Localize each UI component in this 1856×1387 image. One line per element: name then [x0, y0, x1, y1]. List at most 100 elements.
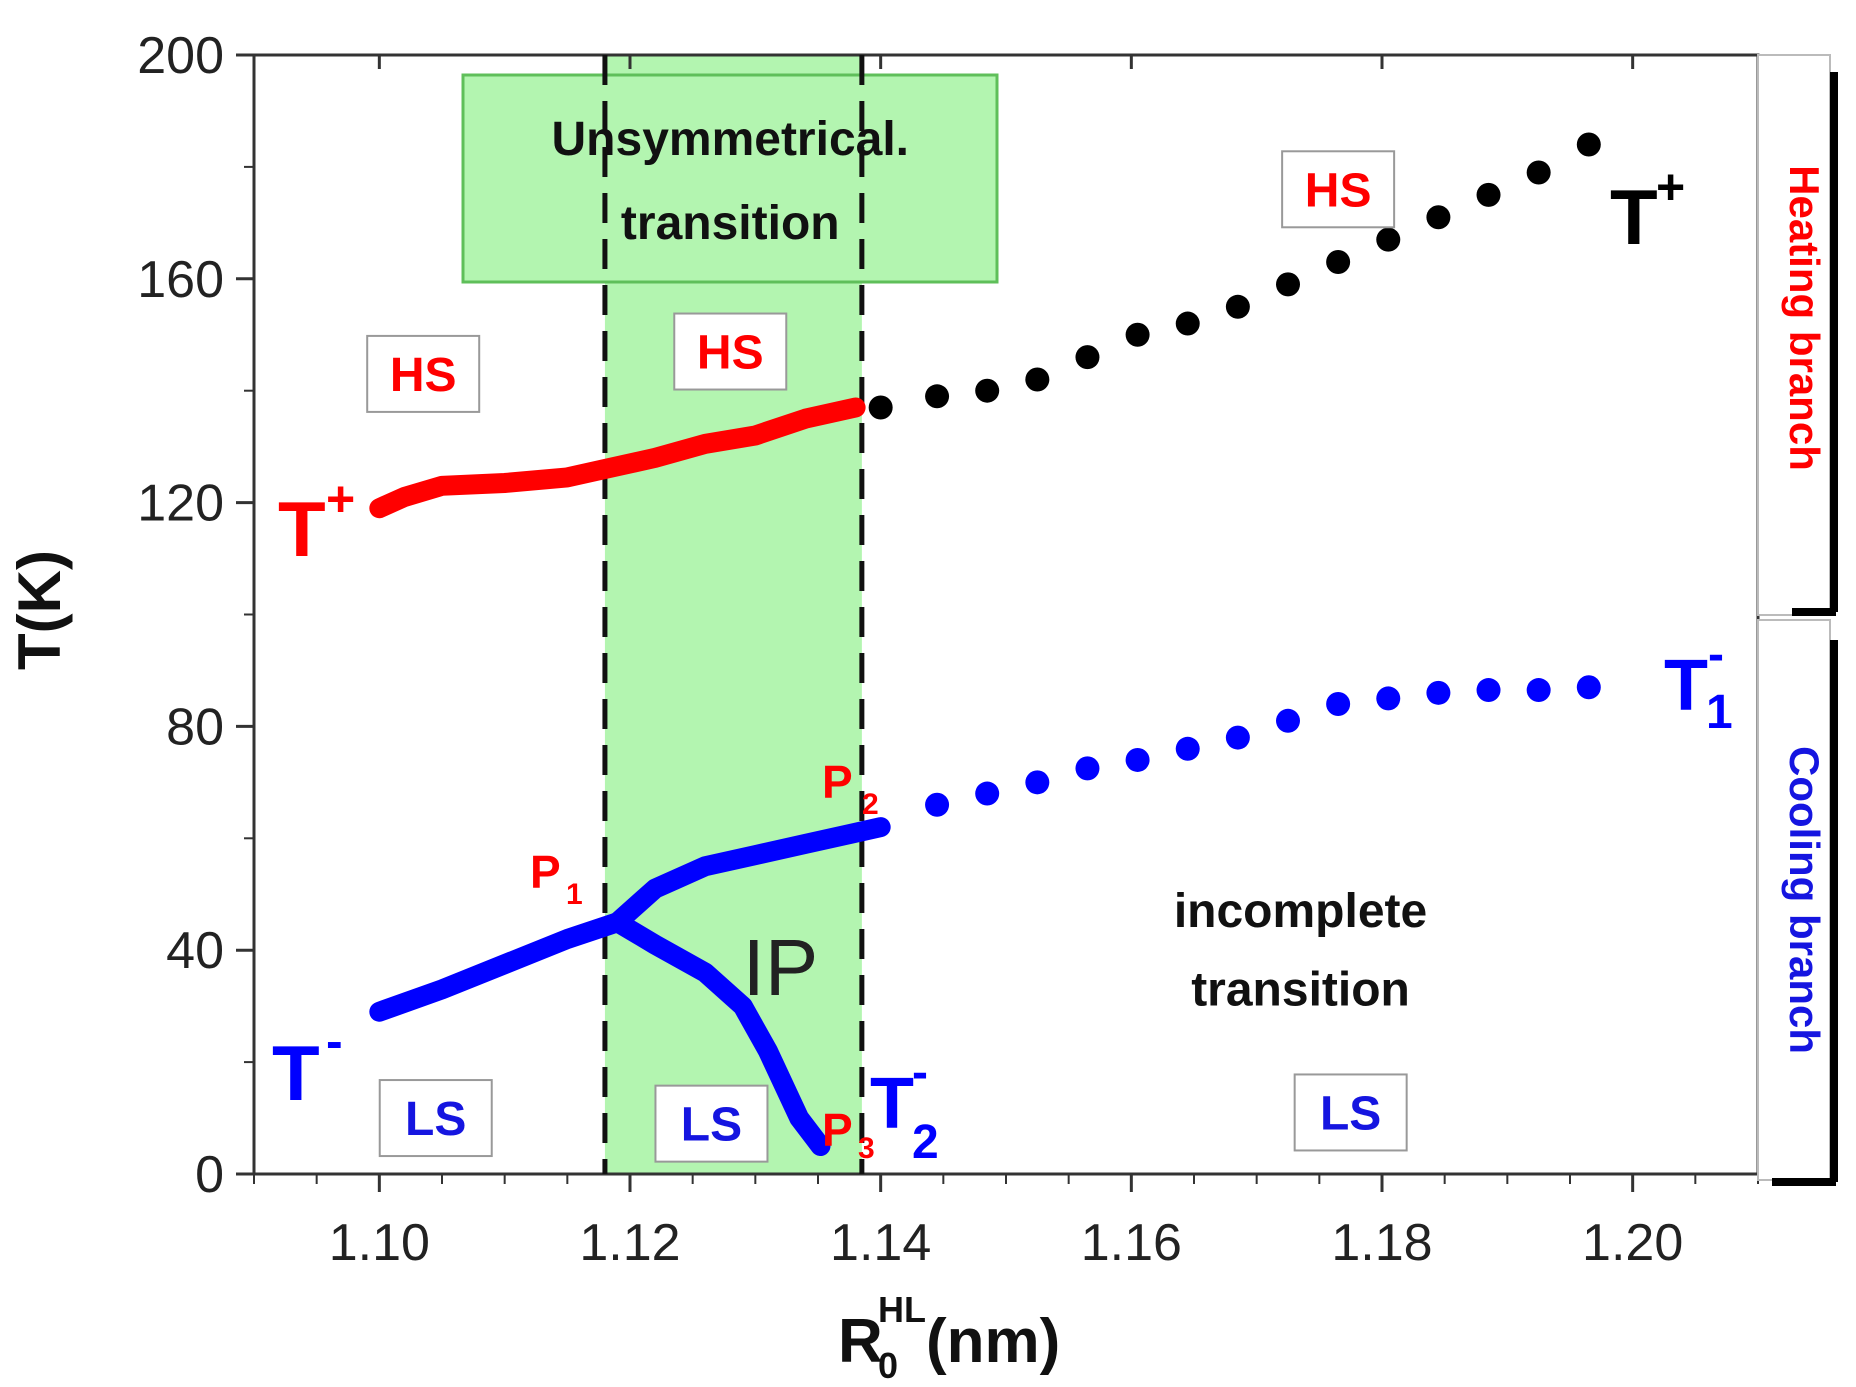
series-point-5	[975, 781, 1000, 806]
x-axis-title: R HL 0 (nm)	[838, 1289, 1060, 1386]
cooling-branch-marker: Cooling branch	[1757, 619, 1838, 1186]
y-tick-label: 0	[195, 1146, 224, 1204]
label-Tminus-left: T -	[272, 1013, 343, 1117]
label-Tplus-left: T +	[278, 471, 355, 573]
annotation-unsym2: transition	[621, 197, 840, 250]
x-tick-label: 1.18	[1331, 1214, 1432, 1272]
series-point-1	[1326, 250, 1351, 275]
series-point-1	[1125, 322, 1150, 347]
annotation-HS1: HS	[390, 349, 457, 402]
annotation-HS2: HS	[697, 327, 764, 380]
series-point-5	[1326, 692, 1351, 717]
svg-text:3: 3	[858, 1132, 875, 1165]
series-point-1	[868, 395, 893, 420]
y-tick-label: 120	[137, 475, 224, 533]
series-point-5	[925, 792, 950, 817]
series-point-5	[1526, 678, 1551, 703]
y-tick-label: 160	[137, 251, 224, 309]
svg-text:P: P	[530, 846, 561, 898]
svg-text:1: 1	[566, 878, 583, 911]
annotation-box-LS3	[1293, 1073, 1408, 1152]
y-tick-label: 40	[166, 922, 224, 980]
unsymmetrical-title-box	[461, 73, 999, 284]
label-P3: P 3	[822, 1104, 875, 1165]
series-point-1	[1376, 227, 1401, 252]
series-point-1	[1075, 345, 1100, 370]
annotation-IP: IP	[743, 923, 819, 1012]
annotation-incomplete1: incomplete	[1174, 885, 1427, 938]
x-tick-label: 1.10	[329, 1214, 430, 1272]
annotation-LS1: LS	[405, 1093, 466, 1146]
x-tick-label: 1.20	[1582, 1214, 1683, 1272]
svg-text:+: +	[1656, 159, 1685, 215]
x-tick-label: 1.14	[830, 1214, 931, 1272]
label-layer: HS HS HS LS LS LS IP incomplete transition Unsymm…	[366, 113, 1427, 1163]
svg-text:-: -	[912, 1046, 928, 1099]
svg-text:1: 1	[1706, 686, 1733, 739]
svg-text:T: T	[272, 1029, 320, 1117]
label-Tplus-right: T +	[1610, 159, 1685, 261]
x-tick-label: 1.12	[579, 1214, 680, 1272]
series-point-1	[1526, 160, 1551, 185]
svg-text:T: T	[870, 1064, 914, 1144]
series-point-5	[1175, 736, 1200, 761]
annotation-box-HS1	[366, 334, 481, 413]
annotation-incomplete2: transition	[1191, 963, 1410, 1016]
annotation-unsym1: Unsymmetrical.	[552, 113, 910, 166]
x-tick-label: 1.16	[1081, 1214, 1182, 1272]
annotation-LS3: LS	[1320, 1087, 1381, 1140]
svg-text:T: T	[278, 485, 326, 573]
svg-text:P: P	[822, 756, 853, 808]
x-axis-title-unit: (nm)	[926, 1307, 1060, 1376]
series-point-5	[1476, 678, 1501, 703]
y-axis-title: T(K)	[6, 550, 73, 670]
svg-text:-: -	[1708, 628, 1724, 681]
series-point-5	[1376, 686, 1401, 711]
series-point-5	[1125, 747, 1150, 772]
label-P2: P 2	[822, 756, 879, 821]
annotation-HS3: HS	[1305, 164, 1372, 217]
svg-text:+: +	[326, 471, 355, 527]
annotation-box-LS2	[654, 1084, 769, 1163]
svg-text:T: T	[1664, 646, 1708, 726]
annotation-box-LS1	[378, 1079, 493, 1158]
x-axis-title-base: R	[838, 1307, 883, 1376]
label-T2minus: T - 2	[870, 1046, 939, 1169]
annotation-box-HS3	[1281, 150, 1396, 229]
svg-text:R: R	[838, 1307, 883, 1376]
svg-text:T: T	[1610, 173, 1658, 261]
x-axis-title-sup: HL	[878, 1289, 926, 1330]
series-line-2	[369, 912, 628, 1022]
series-point-1	[1225, 294, 1250, 319]
series-line-3	[607, 817, 891, 933]
series-point-5	[1025, 770, 1050, 795]
annotation-box-HS2	[673, 312, 788, 391]
series-point-1	[1025, 367, 1050, 392]
y-tick-label: 200	[137, 27, 224, 85]
series-line-4	[607, 912, 831, 1157]
series-point-1	[925, 384, 950, 409]
series-point-1	[975, 378, 1000, 403]
series-point-1	[1276, 272, 1300, 297]
series-point-5	[1225, 725, 1250, 750]
series-point-1	[1175, 311, 1200, 336]
series-point-1	[1476, 182, 1501, 207]
series-line-0	[369, 397, 866, 519]
series-point-5	[1075, 756, 1100, 781]
series-point-5	[1426, 680, 1451, 705]
heating-branch-marker: Heating branch	[1757, 54, 1838, 616]
svg-text:P: P	[822, 1104, 853, 1156]
annotation-LS2: LS	[681, 1099, 742, 1152]
x-axis-title-sub: 0	[878, 1345, 898, 1386]
series-point-1	[1426, 205, 1451, 230]
svg-text:2: 2	[862, 788, 879, 821]
cooling-branch-label: Cooling branch	[1781, 746, 1828, 1054]
svg-text:-: -	[326, 1013, 343, 1069]
heating-branch-label: Heating branch	[1781, 165, 1828, 471]
frame-layer: 1.10 1.12 1.14 1.16 1.18 1.20 0 40 80 120 160 200	[137, 27, 1760, 1272]
series-point-1	[1576, 132, 1601, 157]
label-P1: P 1	[530, 846, 583, 911]
series-point-5	[1276, 708, 1300, 733]
y-tick-label: 80	[166, 698, 224, 756]
